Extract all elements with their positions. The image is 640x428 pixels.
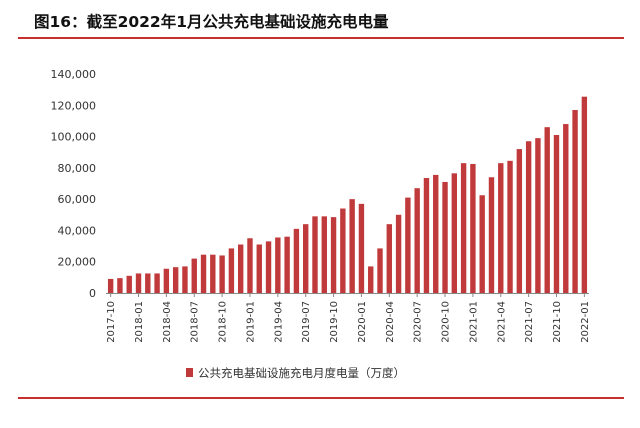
bar: [275, 237, 281, 293]
bar: [535, 138, 541, 293]
bar: [265, 241, 272, 293]
bar: [228, 248, 235, 293]
x-tick-label: 2021-07: [524, 301, 535, 343]
bar: [414, 188, 420, 293]
bar: [377, 248, 383, 293]
x-tick-label: 2022-01: [580, 301, 591, 343]
bar: [330, 217, 337, 293]
bar: [191, 258, 197, 293]
bar: [182, 266, 188, 293]
bar: [303, 224, 309, 293]
bar: [210, 254, 216, 293]
bar: [563, 124, 569, 293]
x-tick-label: 2020-01: [357, 301, 368, 343]
x-tick-label: 2018-01: [134, 301, 145, 343]
bar: [572, 109, 578, 293]
bar: [126, 275, 132, 293]
bar: [135, 273, 142, 293]
y-tick-label: 40,000: [58, 224, 97, 237]
x-tick-label: 2018-07: [190, 301, 201, 343]
y-tick-label: 0: [89, 287, 96, 300]
x-tick-label: 2021-01: [468, 301, 479, 343]
bar: [368, 266, 374, 293]
bar: [163, 268, 170, 293]
x-tick-label: 2019-04: [273, 301, 284, 343]
bar: [516, 149, 523, 293]
chart-title: 图16：截至2022年1月公共充电基础设施充电电量: [34, 13, 389, 31]
bar: [117, 278, 123, 293]
bar: [479, 195, 485, 293]
bar: [172, 267, 179, 293]
bar: [395, 214, 402, 293]
bar: [312, 216, 318, 293]
bar: [433, 174, 439, 293]
y-tick-label: 20,000: [58, 256, 97, 269]
bar: [154, 273, 160, 293]
x-tick-label: 2019-01: [245, 301, 256, 343]
y-tick-label: 80,000: [58, 162, 97, 175]
bar: [507, 160, 513, 293]
y-tick-label: 140,000: [51, 68, 97, 81]
bar: [423, 178, 430, 293]
legend-swatch: [186, 368, 193, 377]
bar: [237, 244, 244, 293]
bar: [460, 163, 467, 293]
x-tick-label: 2019-07: [301, 301, 312, 343]
bar-series: [107, 96, 588, 294]
bar: [293, 228, 300, 293]
bar: [386, 224, 392, 293]
x-tick-label: 2018-10: [218, 301, 229, 343]
y-axis: 0 20,000 40,000 60,000 80,000 100,000 120,000 1…: [51, 68, 97, 300]
x-tick-label: 2019-10: [329, 301, 340, 343]
y-tick-label: 60,000: [58, 193, 97, 206]
top-divider: [18, 37, 624, 39]
y-tick-label: 120,000: [51, 99, 97, 112]
x-tick-label: 2018-04: [162, 301, 173, 343]
y-tick-label: 100,000: [51, 131, 97, 144]
bar: [321, 216, 327, 293]
x-axis: 2017-10 2018-01 2018-04 2018-07 2018-10 2019-…: [106, 293, 591, 343]
x-tick-label: 2021-04: [496, 301, 507, 343]
bottom-divider: [18, 397, 624, 399]
bar: [488, 177, 495, 293]
x-tick-label: 2020-04: [385, 301, 396, 343]
bar: [525, 141, 532, 293]
bar: [442, 181, 448, 293]
bar: [470, 163, 476, 293]
bar: [284, 236, 290, 293]
bar: [256, 244, 262, 293]
legend-label: 公共充电基础设施充电月度电量（万度）: [198, 366, 405, 380]
bar: [544, 127, 550, 293]
bar: [349, 199, 355, 293]
legend: 公共充电基础设施充电月度电量（万度）: [186, 366, 405, 380]
bar: [247, 238, 253, 293]
bar: [219, 255, 225, 293]
bar: [498, 163, 504, 293]
bar: [200, 254, 207, 293]
bar: [145, 273, 151, 293]
x-tick-label: 2020-10: [441, 301, 452, 343]
bar: [340, 208, 346, 293]
bar: [451, 173, 458, 293]
x-tick-label: 2020-07: [413, 301, 424, 343]
bar: [358, 203, 365, 293]
bar: [553, 135, 560, 293]
bar: [107, 278, 114, 293]
bar: [405, 197, 411, 293]
x-tick-label: 2021-10: [552, 301, 563, 343]
x-tick-label: 2017-10: [106, 301, 117, 343]
bar: [581, 96, 588, 294]
